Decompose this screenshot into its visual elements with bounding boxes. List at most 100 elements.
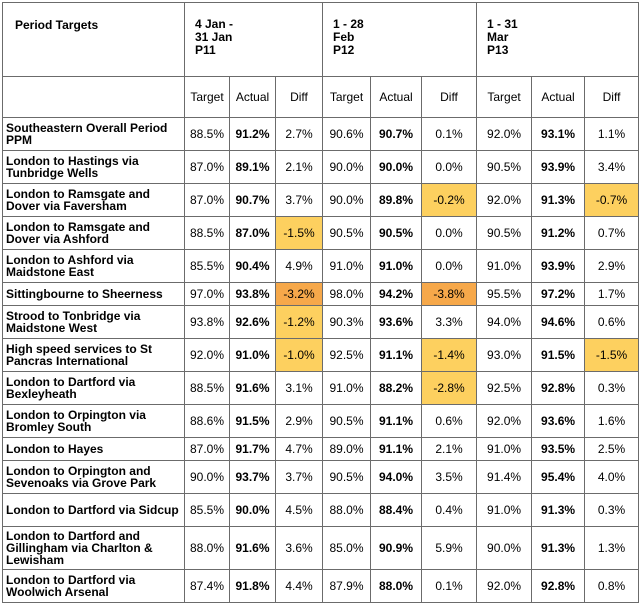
actual-value: 88.0% [370, 569, 422, 603]
target-value: 88.6% [184, 404, 230, 438]
actual-value: 91.5% [531, 338, 586, 372]
table-row: High speed services to St Pancras Intern… [2, 338, 640, 372]
target-value: 90.5% [322, 404, 371, 438]
target-value: 90.5% [476, 150, 533, 184]
diff-value: 0.1% [420, 569, 478, 603]
route-header-cell [2, 76, 185, 118]
target-value: 85.5% [184, 249, 230, 283]
target-value: 90.3% [322, 305, 371, 339]
column-header-row: Target Actual Diff Target Actual Diff Ta… [2, 76, 640, 118]
actual-value: 93.6% [370, 305, 422, 339]
table-row: London to Ramsgate and Dover via Ashford… [2, 216, 640, 250]
target-value: 87.0% [184, 150, 230, 184]
diff-value: 3.6% [275, 526, 323, 570]
period-date-start: 4 Jan - [195, 17, 234, 31]
actual-value: 91.2% [229, 117, 276, 151]
target-value: 88.5% [184, 117, 230, 151]
target-value: 95.5% [476, 282, 533, 306]
actual-header: Actual [531, 76, 586, 118]
actual-value: 91.5% [229, 404, 276, 438]
period-date-end: Mar [487, 30, 509, 44]
diff-value: 0.0% [420, 216, 478, 250]
period-date-end: 31 Jan [195, 30, 233, 44]
diff-value: 1.6% [584, 404, 640, 438]
target-value: 88.5% [184, 216, 230, 250]
actual-value: 94.2% [370, 282, 422, 306]
table-row: London to Dartford and Gillingham via Ch… [2, 526, 640, 570]
target-value: 87.4% [184, 569, 230, 603]
target-header: Target [184, 76, 230, 118]
diff-value: -0.2% [420, 183, 478, 217]
actual-value: 91.1% [370, 338, 422, 372]
period-p11-header: 4 Jan - 31 Jan P11 [184, 2, 323, 77]
table-row: Southeastern Overall Period PPM 88.5% 91.2… [2, 117, 640, 151]
diff-value: 1.7% [584, 282, 640, 306]
period-p13-header: 1 - 31 Mar P13 [476, 2, 640, 77]
actual-value: 92.6% [229, 305, 276, 339]
actual-value: 90.9% [370, 526, 422, 570]
actual-value: 93.1% [531, 117, 586, 151]
diff-value: -1.0% [275, 338, 323, 372]
table-row: London to Hayes 87.0% 91.7% 4.7% 89.0% 91.1% 2… [2, 437, 640, 461]
target-value: 87.9% [322, 569, 371, 603]
diff-value: 0.7% [584, 216, 640, 250]
period-date-start: 1 - 28 [333, 17, 364, 31]
actual-value: 97.2% [531, 282, 586, 306]
diff-value: 3.4% [584, 150, 640, 184]
actual-value: 87.0% [229, 216, 276, 250]
diff-value: 3.7% [275, 183, 323, 217]
table-row: London to Dartford via Bexleyheath 88.5% 9… [2, 371, 640, 405]
diff-value: 0.8% [584, 569, 640, 603]
actual-value: 91.2% [531, 216, 586, 250]
diff-value: 2.5% [584, 437, 640, 461]
route-name: London to Orpington and Sevenoaks via Gr… [2, 460, 185, 494]
target-value: 90.0% [322, 150, 371, 184]
table-row: Sittingbourne to Sheerness 97.0% 93.8% -3.2… [2, 282, 640, 306]
actual-value: 91.1% [370, 437, 422, 461]
actual-value: 90.5% [370, 216, 422, 250]
actual-value: 90.7% [370, 117, 422, 151]
table-row: London to Hastings via Tunbridge Wells 87… [2, 150, 640, 184]
actual-value: 91.0% [229, 338, 276, 372]
target-value: 87.0% [184, 437, 230, 461]
target-value: 90.5% [322, 460, 371, 494]
diff-value: -2.8% [420, 371, 478, 405]
target-value: 91.0% [322, 249, 371, 283]
actual-value: 94.6% [531, 305, 586, 339]
target-value: 92.5% [476, 371, 533, 405]
target-value: 93.0% [476, 338, 533, 372]
target-value: 90.5% [322, 216, 371, 250]
route-name: London to Hayes [2, 437, 185, 461]
diff-value: 0.0% [420, 150, 478, 184]
diff-value: 3.1% [275, 371, 323, 405]
actual-value: 91.8% [229, 569, 276, 603]
route-name: London to Ramsgate and Dover via Faversh… [2, 183, 185, 217]
target-value: 90.6% [322, 117, 371, 151]
route-name: London to Dartford via Woolwich Arsenal [2, 569, 185, 603]
target-value: 90.0% [476, 526, 533, 570]
actual-value: 93.8% [229, 282, 276, 306]
actual-value: 91.1% [370, 404, 422, 438]
table-title: Period Targets [2, 2, 185, 77]
route-name: London to Dartford via Bexleyheath [2, 371, 185, 405]
period-p12-header: 1 - 28 Feb P12 [321, 2, 478, 77]
target-value: 88.5% [184, 371, 230, 405]
route-name: London to Ramsgate and Dover via Ashford [2, 216, 185, 250]
table-row: London to Orpington via Bromley South 88.… [2, 404, 640, 438]
diff-value: 2.1% [275, 150, 323, 184]
target-value: 92.0% [476, 183, 533, 217]
actual-value: 91.3% [531, 493, 586, 527]
target-value: 85.0% [322, 526, 371, 570]
target-header: Target [476, 76, 533, 118]
target-value: 92.5% [322, 338, 371, 372]
actual-value: 91.3% [531, 183, 586, 217]
actual-value: 90.0% [229, 493, 276, 527]
diff-value: 0.6% [420, 404, 478, 438]
target-value: 98.0% [322, 282, 371, 306]
actual-value: 90.4% [229, 249, 276, 283]
route-name: London to Dartford and Gillingham via Ch… [2, 526, 185, 570]
period-date-start: 1 - 31 [487, 17, 518, 31]
diff-value: 2.9% [584, 249, 640, 283]
target-value: 93.8% [184, 305, 230, 339]
actual-value: 91.6% [229, 371, 276, 405]
